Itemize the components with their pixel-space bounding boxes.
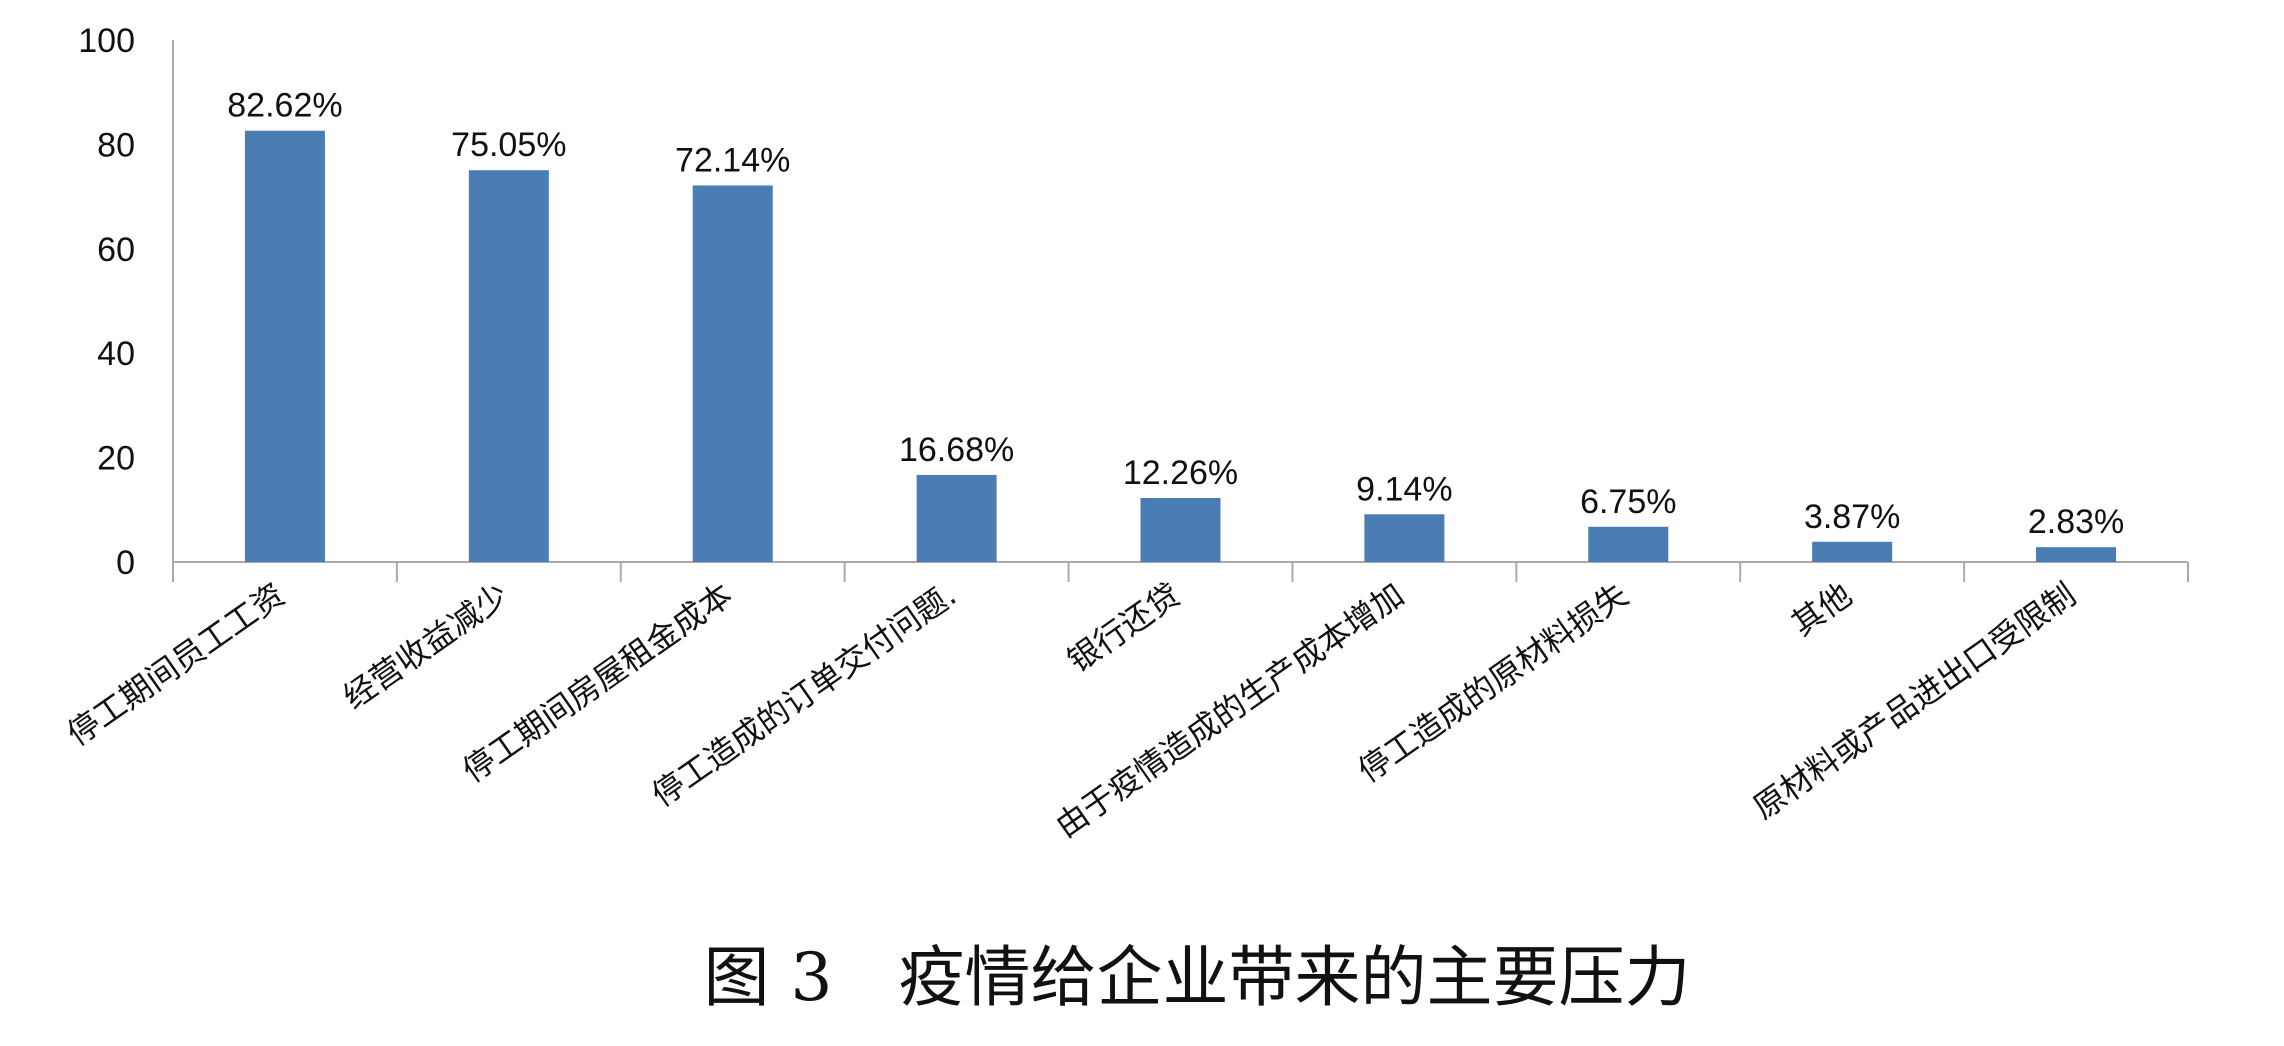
- y-tick-label: 0: [116, 544, 135, 582]
- y-tick-label: 80: [97, 126, 135, 164]
- x-axis-ticks: [172, 562, 2189, 582]
- data-label: 16.68%: [899, 431, 1014, 469]
- bar: [916, 474, 997, 562]
- bar: [2036, 547, 2117, 562]
- y-tick-label: 100: [78, 22, 135, 60]
- bar: [468, 170, 549, 562]
- bars: [244, 130, 2117, 562]
- data-label: 12.26%: [1123, 454, 1238, 492]
- category-label: 经营收益减少: [336, 575, 515, 716]
- y-tick-label: 20: [97, 440, 135, 478]
- data-label: 72.14%: [675, 141, 790, 179]
- category-label: 停工期间员工工资: [60, 575, 292, 753]
- bar: [244, 130, 325, 562]
- y-axis-ticks: 0 20 40 60 80 100: [78, 22, 135, 582]
- category-label: 由于疫情造成的生产成本增加: [1048, 575, 1411, 845]
- data-label: 75.05%: [451, 126, 566, 164]
- category-label: 银行还贷: [1060, 575, 1187, 680]
- data-label: 6.75%: [1580, 483, 1676, 521]
- bar: [1588, 526, 1669, 562]
- category-label: 其他: [1785, 575, 1859, 643]
- data-label: 9.14%: [1356, 470, 1452, 508]
- data-label: 3.87%: [1804, 498, 1900, 536]
- data-label: 82.62%: [227, 87, 342, 125]
- y-tick-label: 40: [97, 335, 135, 373]
- chart-title: 图 3 疫情给企业带来的主要压力: [704, 939, 1691, 1016]
- data-label: 2.83%: [2028, 503, 2124, 541]
- bar: [1140, 498, 1221, 562]
- y-tick-label: 60: [97, 231, 135, 269]
- bar: [1812, 541, 1893, 562]
- bar: [692, 185, 773, 562]
- data-labels: 82.62% 75.05% 72.14% 16.68% 12.26% 9.14% 6.75%…: [227, 87, 2124, 542]
- bar: [1364, 514, 1445, 562]
